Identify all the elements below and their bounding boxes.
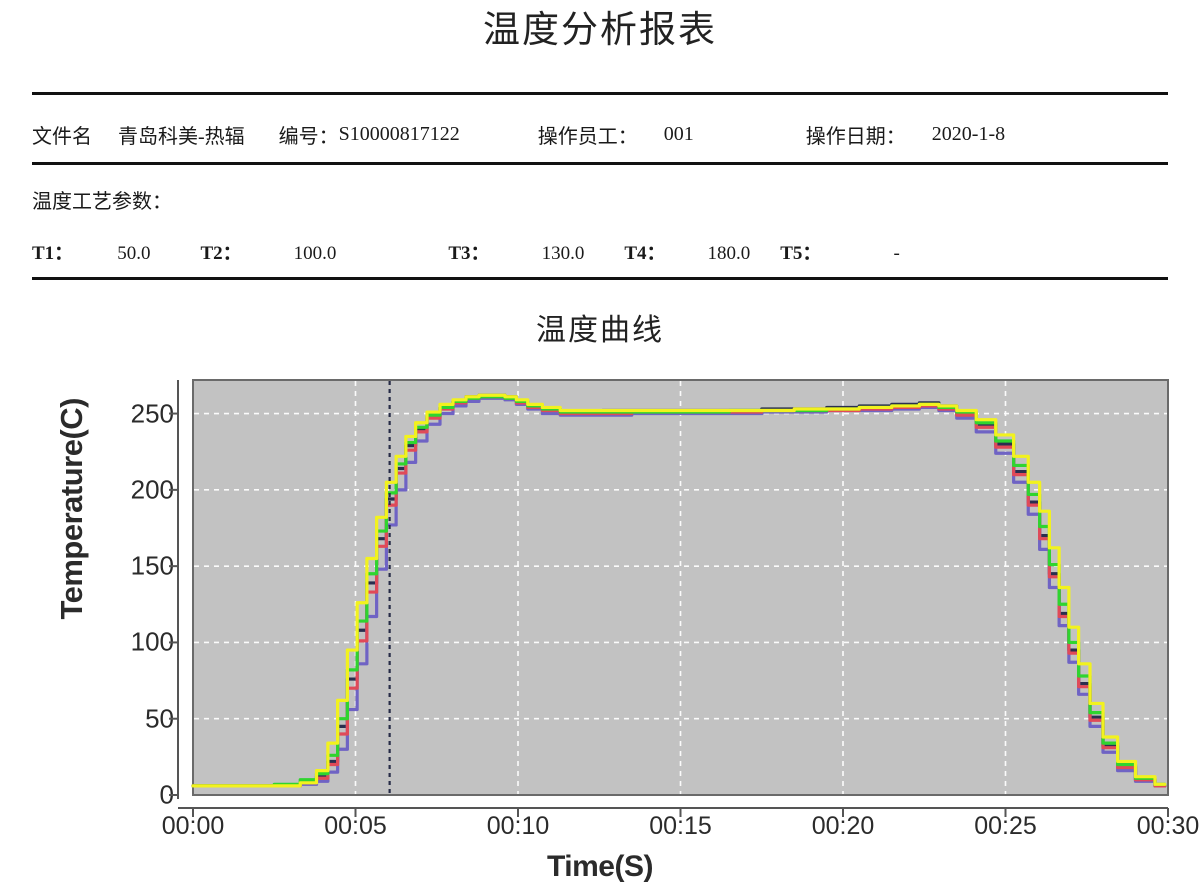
param-label-t5: T5： [780, 243, 822, 264]
divider-top [32, 92, 1168, 95]
param-label-t4: T4： [624, 243, 666, 264]
chart-plot-container [0, 366, 1200, 881]
param-value-t1: 50.0 [117, 243, 151, 264]
param-label-t3: T3： [448, 243, 490, 264]
y-tick-label: 0 [159, 779, 174, 810]
params-row: T1： 50.0 T2： 100.0 T3： 130.0 T4： 180.0 T… [32, 238, 1168, 268]
operator-value: 001 [663, 122, 694, 145]
serial-value: S10000817122 [338, 122, 460, 145]
param-value-t3: 130.0 [541, 243, 585, 264]
date-value: 2020-1-8 [931, 122, 1006, 145]
temperature-curve-chart [169, 379, 1169, 817]
series-line [191, 393, 1167, 788]
operator-label: 操作员工： [537, 125, 638, 148]
filename-label: 文件名 [32, 125, 92, 148]
y-tick-label: 250 [130, 398, 174, 429]
param-label-t1: T1： [32, 243, 74, 264]
divider-middle [32, 162, 1168, 165]
param-value-t4: 180.0 [707, 243, 751, 264]
divider-bottom [32, 277, 1168, 280]
page-title: 温度分析报表 [483, 10, 717, 51]
param-value-t5: - [893, 243, 900, 264]
serial-label: 编号： [278, 125, 339, 148]
metadata-row: 文件名 青岛科美-热辐 编号： S10000817122 操作员工： 001 操… [32, 112, 1168, 156]
chart-y-ticks: 0 50 100 150 200 250 [96, 366, 174, 809]
y-tick-label: 100 [130, 626, 174, 657]
y-tick-label: 200 [130, 474, 174, 505]
y-tick-label: 150 [130, 550, 174, 581]
param-value-t2: 100.0 [293, 243, 337, 264]
param-label-t2: T2： [200, 243, 242, 264]
date-label: 操作日期： [805, 125, 906, 148]
filename-value: 青岛科美-热辐 [118, 125, 245, 148]
chart-x-axis-label: Time(S) [547, 850, 653, 883]
params-caption: 温度工艺参数： [32, 191, 172, 213]
chart-title: 温度曲线 [536, 314, 664, 347]
